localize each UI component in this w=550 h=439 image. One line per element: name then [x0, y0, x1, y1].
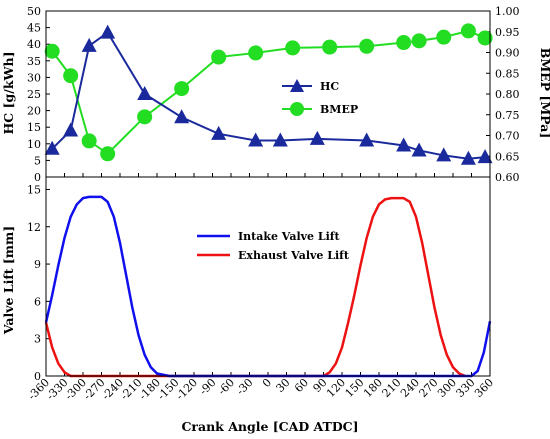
hc-point — [460, 150, 476, 165]
bmep-point — [211, 49, 227, 65]
bmep-point — [477, 30, 493, 46]
bmep-point — [436, 29, 452, 45]
top-panel-ticks: 0 5 10 15 20 25 30 35 40 45 50 0.60 0.65 0.70 0.75 0.80… — [27, 5, 520, 184]
hc-axis-title: HC [g/kWh] — [1, 51, 16, 134]
hc-point — [396, 137, 412, 152]
hc-axis-tick-label: 20 — [27, 105, 41, 118]
valve-lift-axis-tick-label: 15 — [27, 183, 41, 196]
bmep-point — [285, 40, 301, 56]
bmep-axis-tick-label: 0.65 — [495, 150, 520, 163]
valve-lift-axis-tick-label: 6 — [34, 295, 41, 308]
hc-point — [63, 122, 79, 137]
legend-intake-label: Intake Valve Lift — [238, 230, 340, 243]
hc-point — [248, 132, 264, 147]
hc-point — [44, 140, 60, 155]
hc-point — [81, 37, 97, 52]
hc-point — [100, 24, 116, 39]
bmep-point — [81, 133, 97, 149]
legend-bmep-marker — [290, 102, 304, 116]
hc-axis-tick-label: 40 — [27, 38, 41, 51]
hc-axis-tick-label: 50 — [27, 5, 41, 18]
bmep-point — [44, 43, 60, 59]
hc-line — [51, 31, 486, 160]
crank-angle-tick-label: 0 — [260, 376, 274, 390]
crank-angle-tick-label: -90 — [197, 376, 219, 398]
bottom-panel-frame — [45, 176, 491, 377]
bmep-axis-tick-label: 1.00 — [495, 5, 520, 18]
hc-point — [309, 130, 325, 145]
crank-angle-tick-label: 30 — [274, 376, 293, 395]
bmep-point — [174, 81, 190, 97]
bmep-axis-tick-label: 0.85 — [495, 67, 520, 80]
hc-axis-tick-label: 0 — [34, 171, 41, 184]
legend-bmep-label: BMEP — [320, 103, 358, 116]
hc-axis-tick-label: 45 — [27, 22, 41, 35]
bmep-point — [248, 45, 264, 61]
bmep-axis-tick-label: 0.75 — [495, 109, 520, 122]
hc-point — [211, 125, 227, 140]
hc-axis-tick-label: 25 — [27, 88, 41, 101]
legend-hc-marker — [290, 79, 304, 92]
bmep-point — [100, 146, 116, 162]
bmep-point — [396, 35, 412, 51]
hc-point — [272, 132, 288, 147]
crank-angle-tick-label: -30 — [234, 376, 256, 398]
bmep-point — [63, 68, 79, 84]
valve-lift-axis-tick-label: 12 — [27, 221, 41, 234]
legend-exhaust-label: Exhaust Valve Lift — [238, 249, 350, 262]
bottom-legend: Intake Valve Lift Exhaust Valve Lift — [197, 230, 350, 262]
hc-point — [411, 142, 427, 157]
exhaust-valve-lift-line — [44, 196, 466, 378]
bmep-point — [137, 109, 153, 125]
bmep-axis-tick-label: 0.60 — [495, 171, 520, 184]
hc-point — [436, 147, 452, 162]
top-legend: HC BMEP — [282, 79, 358, 116]
top-panel-series — [44, 23, 493, 165]
bottom-panel-ticks: 03691215-360-330-300-270-240-210-180-150… — [25, 183, 496, 402]
hc-axis-tick-label: 30 — [27, 71, 41, 84]
hc-axis-tick-label: 10 — [27, 138, 41, 151]
bottom-panel: 03691215-360-330-300-270-240-210-180-150… — [1, 183, 496, 434]
crank-angle-tick-label: -120 — [173, 376, 200, 403]
crank-angle-tick-label: -60 — [215, 376, 237, 398]
hc-point — [477, 149, 493, 164]
hc-axis-tick-label: 35 — [27, 55, 41, 68]
legend-hc-label: HC — [320, 80, 339, 93]
valve-lift-axis-tick-label: 9 — [34, 258, 41, 271]
bmep-axis-title: BMEP [MPa] — [538, 48, 550, 139]
bmep-point — [322, 39, 338, 55]
bottom-panel-series — [44, 195, 492, 378]
valve-lift-axis-tick-label: 3 — [34, 333, 41, 346]
bmep-point — [411, 33, 427, 49]
hc-point — [174, 109, 190, 124]
bmep-axis-tick-label: 0.80 — [495, 88, 520, 101]
crank-angle-axis-title: Crank Angle [CAD ATDC] — [181, 419, 358, 434]
hc-axis-tick-label: 5 — [34, 154, 41, 167]
bmep-point — [460, 23, 476, 39]
hc-axis-tick-label: 15 — [27, 121, 41, 134]
bmep-axis-tick-label: 0.70 — [495, 130, 520, 143]
valve-lift-axis-tick-label: 0 — [34, 370, 41, 383]
valve-lift-axis-title: Valve Lift [mm] — [1, 226, 16, 335]
hc-point — [137, 86, 153, 100]
hc-point — [359, 132, 375, 147]
bmep-axis-tick-label: 0.95 — [495, 26, 520, 39]
crank-angle-tick-label: 60 — [292, 376, 311, 395]
bmep-line — [51, 29, 486, 156]
bmep-axis-tick-label: 0.90 — [495, 47, 520, 60]
intake-valve-lift-line — [44, 195, 492, 378]
top-panel: 0 5 10 15 20 25 30 35 40 45 50 0.60 0.65 0.70 0.75 0.80… — [1, 5, 550, 184]
bmep-point — [359, 38, 375, 54]
crank-angle-tick-label: 360 — [472, 376, 496, 400]
